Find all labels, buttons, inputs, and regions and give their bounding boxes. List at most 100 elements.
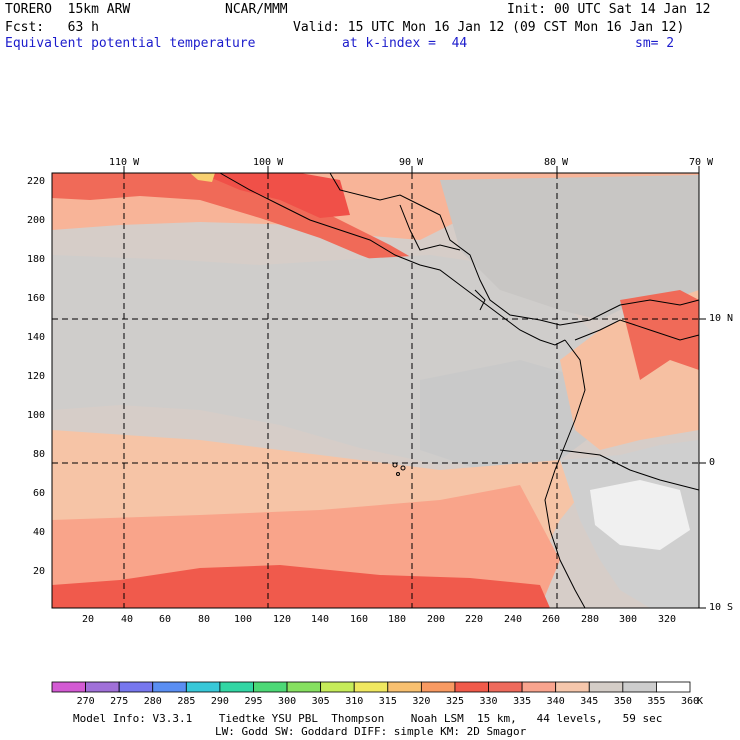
y-tick: 80 <box>33 449 46 460</box>
colorbar-swatch <box>118 681 154 693</box>
x-tick: 120 <box>273 614 292 625</box>
x-tick: 20 <box>82 614 95 625</box>
x-tick: 260 <box>542 614 561 625</box>
coastlines <box>219 172 700 609</box>
colorbar-label: 295 <box>244 696 263 707</box>
colorbar-label: 335 <box>513 696 532 707</box>
field-region-caribbean-355 <box>440 175 699 320</box>
field-region-north-325 <box>200 173 350 218</box>
colorbar-label: 315 <box>378 696 397 707</box>
colorbar-label: 320 <box>412 696 431 707</box>
colorbar-swatch <box>387 681 422 693</box>
forecast-hour: Fcst: 63 h <box>5 20 99 35</box>
colorbar-swatch <box>555 681 590 693</box>
lon-label-70w: 70 W <box>689 157 714 168</box>
level-label: at k-index = 44 <box>342 36 468 51</box>
colorbar-swatch <box>353 681 389 693</box>
border-colombia <box>574 319 700 341</box>
colorbar-label: 340 <box>546 696 565 707</box>
field-region-andes-360 <box>590 480 690 550</box>
x-tick: 200 <box>427 614 446 625</box>
galapagos-island-3 <box>396 472 400 476</box>
field-region-north-315 <box>190 173 215 182</box>
y-tick: 220 <box>27 176 46 187</box>
plot-frame <box>51 172 700 609</box>
colorbar-label: 305 <box>311 696 330 707</box>
field-name: Equivalent potential temperature <box>5 36 256 51</box>
coastline-caribbean <box>329 172 700 326</box>
lat-label-10n: 10 N <box>709 313 734 324</box>
x-tick: 60 <box>159 614 172 625</box>
colorbar-label: 330 <box>479 696 498 707</box>
y-tick: 160 <box>27 293 46 304</box>
colorbar <box>51 681 691 693</box>
colorbar-swatch <box>622 681 657 693</box>
colorbar-swatch <box>253 681 288 693</box>
y-tick: 20 <box>33 566 46 577</box>
graticule <box>52 173 699 608</box>
field-region-venezuela-330 <box>620 290 699 380</box>
x-tick: 160 <box>350 614 369 625</box>
y-tick: 140 <box>27 332 46 343</box>
model-info-line-2: LW: Godd SW: Goddard DIFF: simple KM: 2D… <box>215 725 527 738</box>
x-tick: 280 <box>581 614 600 625</box>
y-tick: 40 <box>33 527 46 538</box>
colorbar-swatch <box>51 681 86 693</box>
x-tick: 100 <box>234 614 253 625</box>
colorbar-swatch <box>488 681 523 693</box>
x-tick: 40 <box>121 614 134 625</box>
colorbar-swatch <box>185 681 221 693</box>
model-title: TORERO 15km ARW <box>5 2 131 17</box>
y-tick: 60 <box>33 488 46 499</box>
border-guatemala <box>399 204 461 251</box>
colorbar-label: 290 <box>210 696 229 707</box>
lon-label-80w: 80 W <box>544 157 569 168</box>
colorbar-swatch <box>152 681 187 693</box>
y-tick: 200 <box>27 215 46 226</box>
colorbar-label: 350 <box>613 696 632 707</box>
x-tick: 240 <box>504 614 523 625</box>
x-tick: 300 <box>619 614 638 625</box>
init-time: Init: 00 UTC Sat 14 Jan 12 <box>507 2 711 17</box>
border-ecuador-peru <box>559 449 700 491</box>
colorbar-label: 270 <box>76 696 95 707</box>
colorbar-label: 360 <box>681 696 700 707</box>
colorbar-label: 275 <box>110 696 129 707</box>
colorbar-swatch <box>420 681 456 693</box>
x-tick: 140 <box>311 614 330 625</box>
colorbar-unit: K <box>697 696 704 707</box>
field-region-central-355 <box>420 360 600 470</box>
theta-e-field <box>52 173 699 608</box>
colorbar-swatch <box>219 681 254 693</box>
x-tick: 220 <box>465 614 484 625</box>
colorbar-label: 325 <box>445 696 464 707</box>
x-tick: 80 <box>198 614 211 625</box>
lat-label-10s: 10 S <box>709 602 734 613</box>
colorbar-swatch <box>656 681 691 693</box>
coastline-lake-nicaragua <box>474 289 486 311</box>
x-tick: 320 <box>658 614 677 625</box>
lon-label-90w: 90 W <box>399 157 424 168</box>
colorbar-swatch <box>85 681 120 693</box>
colorbar-label: 345 <box>580 696 599 707</box>
frame-ticks <box>123 166 706 609</box>
colorbar-swatch <box>588 681 624 693</box>
lat-label-0: 0 <box>709 457 716 468</box>
colorbar-swatch <box>320 681 355 693</box>
x-tick: 180 <box>388 614 407 625</box>
y-tick: 120 <box>27 371 46 382</box>
field-region-south-330 <box>52 565 550 608</box>
lon-label-110w: 110 W <box>109 157 140 168</box>
valid-time: Valid: 15 UTC Mon 16 Jan 12 (09 CST Mon … <box>293 20 685 35</box>
colorbar-label: 300 <box>278 696 297 707</box>
model-info-line-1: Model Info: V3.3.1 Tiedtke YSU PBL Thomp… <box>73 712 663 725</box>
colorbar-label: 310 <box>345 696 364 707</box>
smoothing-label: sm= 2 <box>635 36 675 51</box>
colorbar-label: 280 <box>143 696 162 707</box>
y-tick: 100 <box>27 410 46 421</box>
coastline-south-america-pacific <box>544 339 586 609</box>
y-tick: 180 <box>27 254 46 265</box>
org-label: NCAR/MMM <box>225 2 288 17</box>
colorbar-swatch <box>454 681 489 693</box>
